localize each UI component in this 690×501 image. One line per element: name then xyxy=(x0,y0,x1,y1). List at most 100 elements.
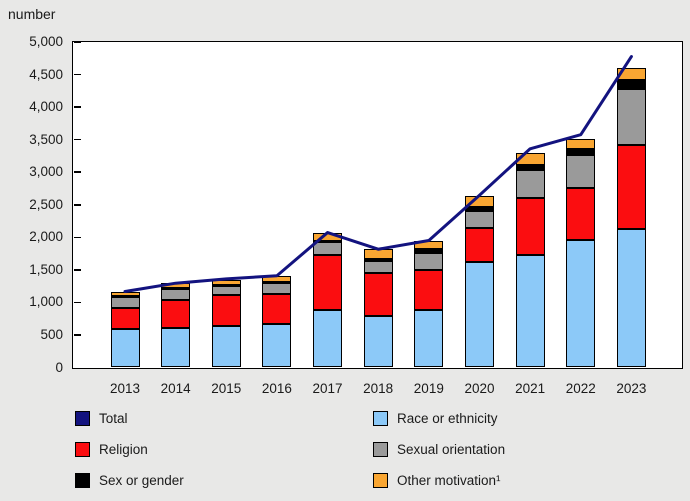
bar-segment xyxy=(262,282,292,285)
bar-segment xyxy=(566,155,596,189)
bar-segment xyxy=(566,239,596,368)
bar-segment xyxy=(464,227,494,263)
bar-segment xyxy=(515,169,545,198)
legend-swatch xyxy=(373,473,388,488)
x-axis-label: 2018 xyxy=(363,381,394,396)
bar-segment xyxy=(211,286,241,296)
bar-segment xyxy=(110,291,140,296)
y-tick-mark xyxy=(73,138,81,141)
bar-segment xyxy=(464,210,494,228)
legend-swatch xyxy=(75,442,90,457)
y-tick-mark xyxy=(73,301,81,304)
bar-segment xyxy=(363,315,393,368)
x-axis-label: 2023 xyxy=(616,381,647,396)
x-axis-label: 2019 xyxy=(413,381,444,396)
bar-segment xyxy=(515,197,545,256)
bar-segment xyxy=(211,295,241,326)
bar-segment xyxy=(262,293,292,325)
y-tick-label: 2,500 xyxy=(29,196,63,212)
bar-segment xyxy=(464,207,494,211)
y-tick-label: 3,000 xyxy=(29,164,63,180)
legend-item-total: Total xyxy=(75,411,128,426)
bar-segment xyxy=(616,228,646,368)
x-axis-label: 2017 xyxy=(312,381,343,396)
bar-segment xyxy=(414,269,444,310)
bar-segment xyxy=(464,262,494,368)
bar-segment xyxy=(313,255,343,310)
y-tick-mark xyxy=(73,106,81,108)
bar-segment xyxy=(313,232,343,241)
y-tick-label: 0 xyxy=(55,359,63,375)
legend-label: Sex or gender xyxy=(99,473,184,488)
legend-swatch xyxy=(75,473,90,488)
bar-segment xyxy=(161,288,191,291)
bar-segment xyxy=(414,252,444,270)
bar-segment xyxy=(616,145,646,229)
legend-label: Race or ethnicity xyxy=(397,411,498,426)
y-tick-label: 1,500 xyxy=(29,261,63,277)
y-tick-mark xyxy=(73,269,81,271)
y-tick-mark xyxy=(73,171,81,173)
legend-item-religion: Religion xyxy=(75,442,148,457)
bar-segment xyxy=(211,279,241,286)
bar-segment xyxy=(363,273,393,316)
legend-label: Other motivation¹ xyxy=(397,473,501,488)
x-axis-label: 2014 xyxy=(160,381,191,396)
bar-segment xyxy=(262,276,292,283)
x-axis-label: 2022 xyxy=(565,381,596,396)
bar-segment xyxy=(616,80,646,90)
y-tick-mark xyxy=(73,41,81,43)
bar-segment xyxy=(616,68,646,81)
y-tick-label: 2,000 xyxy=(29,229,63,245)
x-axis-label: 2021 xyxy=(515,381,546,396)
bar-segment xyxy=(211,285,241,288)
x-axis-label: 2016 xyxy=(261,381,292,396)
bar-segment xyxy=(414,240,444,249)
bar-segment xyxy=(262,283,292,294)
bar-segment xyxy=(161,299,191,328)
legend-label: Sexual orientation xyxy=(397,442,506,457)
bar-segment xyxy=(313,241,343,256)
bar-segment xyxy=(161,282,191,289)
bar-segment xyxy=(313,240,343,243)
bar-segment xyxy=(515,152,545,166)
legend-item-sexual-orientation: Sexual orientation xyxy=(373,442,505,457)
legend-label: Religion xyxy=(99,442,148,457)
bar-segment xyxy=(616,89,646,146)
legend-item-other-motivation: Other motivation¹ xyxy=(373,473,501,488)
legend-label: Total xyxy=(99,411,128,426)
bar-segment xyxy=(110,329,140,368)
bar-segment xyxy=(414,249,444,253)
bar-segment xyxy=(515,255,545,368)
bar-segment xyxy=(515,165,545,170)
x-axis-label: 2013 xyxy=(109,381,141,396)
bar-segment xyxy=(110,295,140,298)
bar-segment xyxy=(363,259,393,262)
bar-segment xyxy=(566,138,596,150)
y-tick-label: 3,500 xyxy=(29,131,63,147)
y-tick-label: 4,500 xyxy=(29,66,63,82)
y-tick-mark xyxy=(73,204,81,206)
legend-item-race-or-ethnicity: Race or ethnicity xyxy=(373,411,498,426)
bar-segment xyxy=(211,325,241,368)
y-tick-label: 500 xyxy=(40,326,63,342)
legend-swatch xyxy=(373,442,388,457)
y-tick-label: 5,000 xyxy=(29,34,63,49)
bar-segment xyxy=(414,309,444,368)
bar-segment xyxy=(313,309,343,368)
bar-segment xyxy=(262,324,292,368)
y-tick-mark xyxy=(73,73,81,76)
bar-segment xyxy=(161,289,191,300)
bar-segment xyxy=(464,195,494,208)
legend-item-sex-or-gender: Sex or gender xyxy=(75,473,184,488)
bar-segment xyxy=(566,149,596,156)
bar-segment xyxy=(110,308,140,330)
legend-swatch xyxy=(373,411,388,426)
x-axis-label: 2015 xyxy=(211,381,242,396)
legend-swatch xyxy=(75,411,90,426)
bar-segment xyxy=(161,327,191,368)
bar-segment xyxy=(110,295,140,309)
bar-segment xyxy=(363,261,393,274)
y-tick-mark xyxy=(73,236,81,239)
